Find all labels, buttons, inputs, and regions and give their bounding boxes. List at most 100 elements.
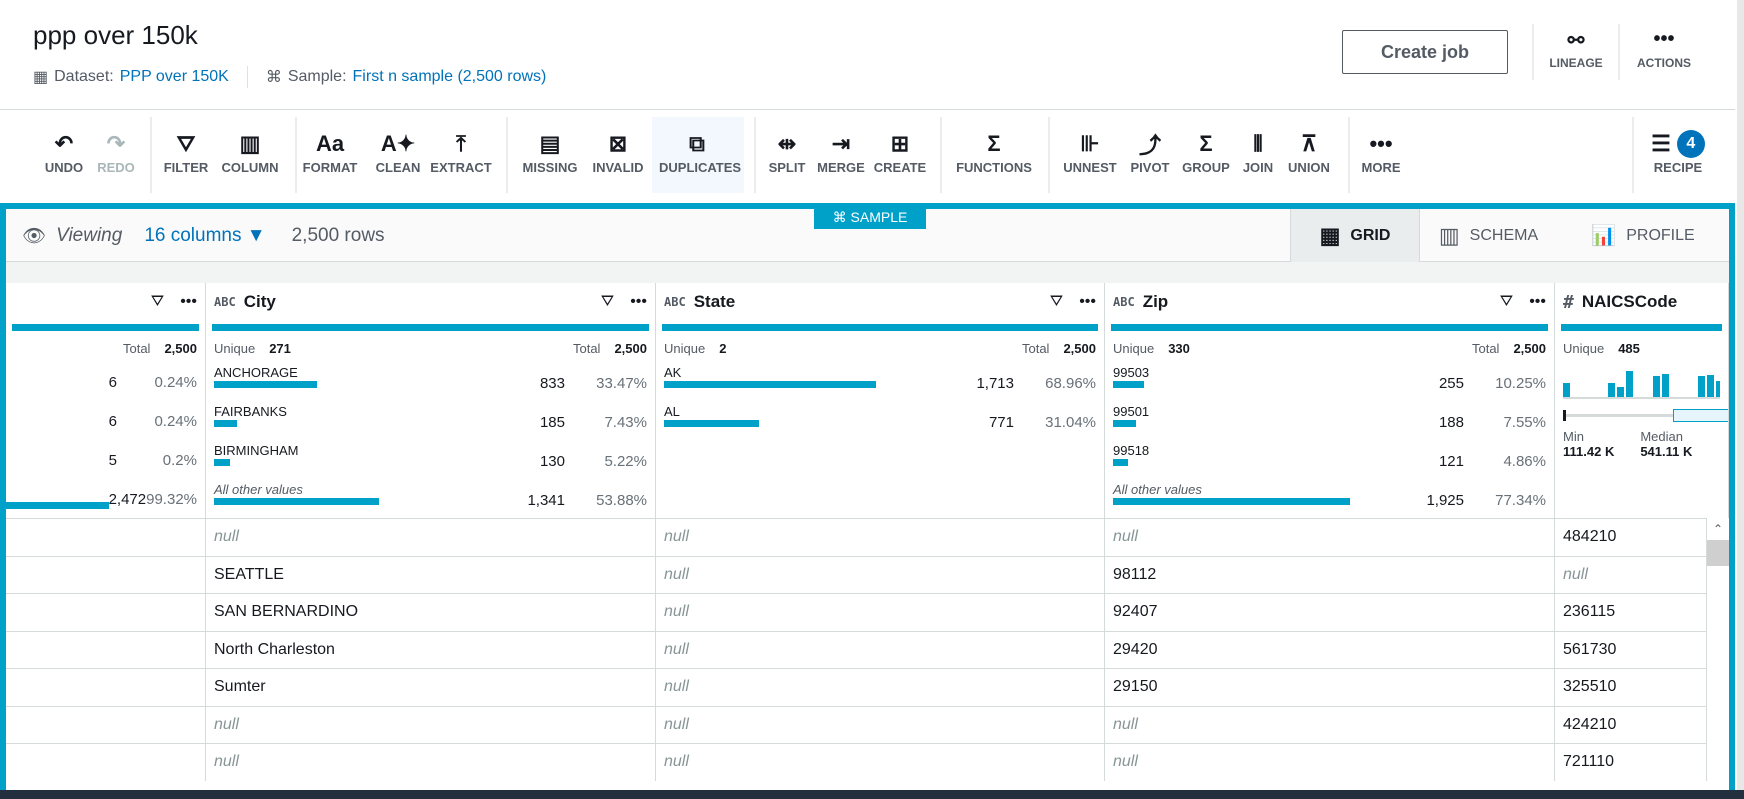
toolbar-more-button[interactable]: ••• MORE (1343, 128, 1419, 175)
table-cell[interactable] (6, 706, 206, 743)
toolbar-invalid-button[interactable]: ⊠ INVALID (580, 128, 656, 175)
scroll-thumb[interactable] (1707, 540, 1729, 566)
table-cell[interactable] (6, 631, 206, 668)
table-cell[interactable]: 721110 (1555, 744, 1707, 781)
table-cell[interactable]: null (1105, 519, 1555, 556)
table-cell[interactable]: null (656, 631, 1105, 668)
table-cell[interactable]: North Charleston (206, 631, 656, 668)
column-header[interactable]: ABC State ⛛ ••• (656, 283, 1104, 321)
filter-icon[interactable]: ⛛ (1499, 293, 1514, 310)
table-cell[interactable]: 325510 (1555, 669, 1707, 706)
toolbar-extract-button[interactable]: ⤒ EXTRACT (423, 128, 499, 175)
toolbar-create-button[interactable]: ⊞ CREATE (862, 128, 938, 175)
column-header[interactable]: ABC Zip ⛛ ••• (1105, 283, 1554, 321)
table-cell[interactable]: 29150 (1105, 669, 1555, 706)
value-distribution-row[interactable]: All other values 1,925 77.34% (1105, 480, 1554, 518)
value-distribution-row[interactable]: 6 0.24% (6, 402, 205, 441)
lineage-button[interactable]: ⚯ LINEAGE (1536, 28, 1616, 70)
column-menu-icon[interactable]: ••• (180, 293, 197, 310)
table-cell[interactable]: SAN BERNARDINO (206, 594, 656, 631)
table-cell[interactable] (6, 744, 206, 781)
toolbar-pivot-button[interactable]: ⤴ PIVOT (1112, 128, 1188, 175)
table-cell[interactable]: SEATTLE (206, 556, 656, 593)
toolbar-functions-button[interactable]: Σ FUNCTIONS (956, 128, 1032, 175)
toolbar-unnest-button[interactable]: ⊪ UNNEST (1052, 128, 1128, 175)
table-cell[interactable]: 92407 (1105, 594, 1555, 631)
toolbar-group-button[interactable]: Σ GROUP (1168, 128, 1244, 175)
column-header[interactable]: ⛛ ••• (6, 283, 205, 321)
toolbar-merge-button[interactable]: ⇥ MERGE (803, 128, 879, 175)
table-cell[interactable]: 484210 (1555, 519, 1707, 556)
toolbar-filter-button[interactable]: ⛛ FILTER (148, 128, 224, 175)
filter-icon[interactable]: ⛛ (1049, 293, 1064, 310)
scroll-up-icon[interactable]: ⌃ (1712, 522, 1724, 536)
table-cell[interactable]: null (206, 744, 656, 781)
table-cell[interactable]: null (656, 594, 1105, 631)
tab-schema[interactable]: ▥ SCHEMA (1420, 209, 1557, 262)
histogram-bar[interactable] (1626, 371, 1633, 397)
toolbar-join-button[interactable]: ⫴ JOIN (1220, 128, 1296, 175)
table-cell[interactable]: null (656, 669, 1105, 706)
value-distribution-row[interactable]: 99518 121 4.86% (1105, 441, 1554, 480)
column-header[interactable]: # NAICSCode (1555, 283, 1728, 321)
value-distribution-row[interactable]: All other values 1,341 53.88% (206, 480, 655, 518)
actions-button[interactable]: ••• ACTIONS (1624, 28, 1704, 70)
histogram-bar[interactable] (1716, 381, 1720, 397)
tab-profile[interactable]: 📊 PROFILE (1557, 209, 1729, 262)
vertical-scrollbar[interactable]: ⌃ (1707, 518, 1729, 790)
value-distribution-row[interactable]: 99503 255 10.25% (1105, 363, 1554, 402)
columns-dropdown[interactable]: 16 columns ▼ (144, 225, 265, 247)
table-cell[interactable]: Sumter (206, 669, 656, 706)
table-cell[interactable]: null (656, 744, 1105, 781)
table-cell[interactable]: null (206, 706, 656, 743)
value-distribution-row[interactable]: FAIRBANKS 185 7.43% (206, 402, 655, 441)
value-distribution-row[interactable]: 6 0.24% (6, 363, 205, 402)
toolbar-missing-button[interactable]: ▤ MISSING (512, 128, 588, 175)
table-cell[interactable]: null (1555, 556, 1707, 593)
value-distribution-row[interactable]: 2,472 99.32% (6, 480, 205, 518)
histogram-bar[interactable] (1653, 376, 1660, 397)
filter-icon[interactable]: ⛛ (600, 293, 615, 310)
table-cell[interactable] (6, 556, 206, 593)
value-distribution-row[interactable]: 5 0.2% (6, 441, 205, 480)
sample-link[interactable]: First n sample (2,500 rows) (352, 68, 547, 85)
histogram-bar[interactable] (1662, 373, 1669, 397)
column-menu-icon[interactable]: ••• (630, 293, 647, 310)
toolbar-split-button[interactable]: ⇹ SPLIT (749, 128, 825, 175)
toolbar-redo-button[interactable]: ↷ REDO (78, 128, 154, 175)
toolbar-undo-button[interactable]: ↶ UNDO (26, 128, 102, 175)
table-cell[interactable]: null (656, 556, 1105, 593)
table-cell[interactable]: 98112 (1105, 556, 1555, 593)
column-menu-icon[interactable]: ••• (1529, 293, 1546, 310)
value-distribution-row[interactable]: BIRMINGHAM 130 5.22% (206, 441, 655, 480)
table-cell[interactable]: 236115 (1555, 594, 1707, 631)
table-cell[interactable]: null (656, 519, 1105, 556)
value-distribution-row[interactable]: 99501 188 7.55% (1105, 402, 1554, 441)
table-cell[interactable]: 29420 (1105, 631, 1555, 668)
table-cell[interactable]: null (1105, 744, 1555, 781)
histogram-bar[interactable] (1617, 386, 1624, 397)
table-cell[interactable]: 424210 (1555, 706, 1707, 743)
histogram-bar[interactable] (1698, 376, 1705, 397)
value-distribution-row[interactable]: ANCHORAGE 833 33.47% (206, 363, 655, 402)
table-cell[interactable]: null (206, 519, 656, 556)
table-cell[interactable]: 561730 (1555, 631, 1707, 668)
toolbar-recipe-button[interactable]: ☰ 4 RECIPE (1640, 128, 1716, 175)
value-distribution-row[interactable]: AL 771 31.04% (656, 402, 1104, 441)
value-distribution-row[interactable]: AK 1,713 68.96% (656, 363, 1104, 402)
table-cell[interactable]: null (656, 706, 1105, 743)
create-job-button[interactable]: Create job (1342, 30, 1508, 74)
histogram-bar[interactable] (1563, 382, 1570, 397)
toolbar-format-button[interactable]: Aa FORMAT (292, 128, 368, 175)
histogram-bar[interactable] (1707, 374, 1714, 397)
toolbar-union-button[interactable]: ⊼ UNION (1271, 128, 1347, 175)
toolbar-clean-button[interactable]: A✦ CLEAN (360, 128, 436, 175)
table-cell[interactable] (6, 669, 206, 706)
tab-grid[interactable]: ▦ GRID (1290, 209, 1420, 262)
table-cell[interactable] (6, 594, 206, 631)
table-cell[interactable]: null (1105, 706, 1555, 743)
page-scrollbar[interactable] (1737, 0, 1744, 790)
table-cell[interactable] (6, 519, 206, 556)
filter-icon[interactable]: ⛛ (150, 293, 165, 310)
toolbar-column-button[interactable]: ▥ COLUMN (212, 128, 288, 175)
